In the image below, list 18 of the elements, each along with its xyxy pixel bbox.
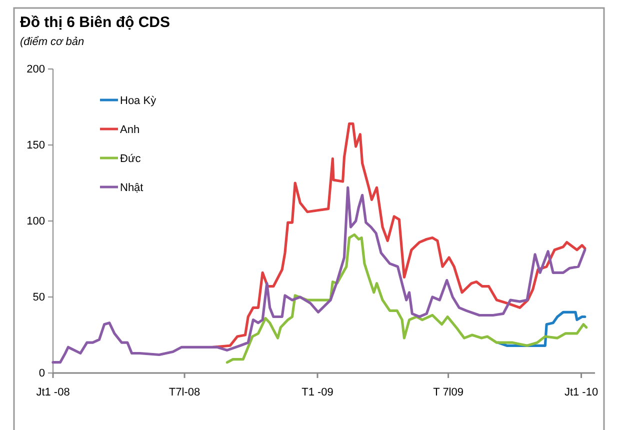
- line-series: [211, 122, 586, 348]
- legend-label: Anh: [120, 124, 140, 136]
- x-tick-label: Jt1 -08: [36, 386, 70, 398]
- y-tick-label: 50: [32, 292, 45, 304]
- legend-label: Nhật: [120, 182, 144, 194]
- y-tick-label: 0: [38, 368, 45, 380]
- y-tick-label: 150: [26, 140, 45, 152]
- y-tick-label: 100: [26, 216, 45, 228]
- legend-label: Đức: [120, 153, 142, 165]
- chart-subtitle: (điểm cơ bản: [20, 36, 84, 48]
- x-tick-label: T1 -09: [302, 386, 334, 398]
- legend-label: Hoa Kỳ: [120, 95, 157, 107]
- x-tick-label: Jt1 -10: [564, 386, 598, 398]
- x-tick-label: T 7l09: [433, 386, 464, 398]
- chart-title: Đồ thị 6 Biên độ CDS: [20, 14, 170, 31]
- line-series: [226, 233, 588, 364]
- y-tick-label: 200: [26, 64, 45, 76]
- x-tick-label: T7l-08: [168, 386, 200, 398]
